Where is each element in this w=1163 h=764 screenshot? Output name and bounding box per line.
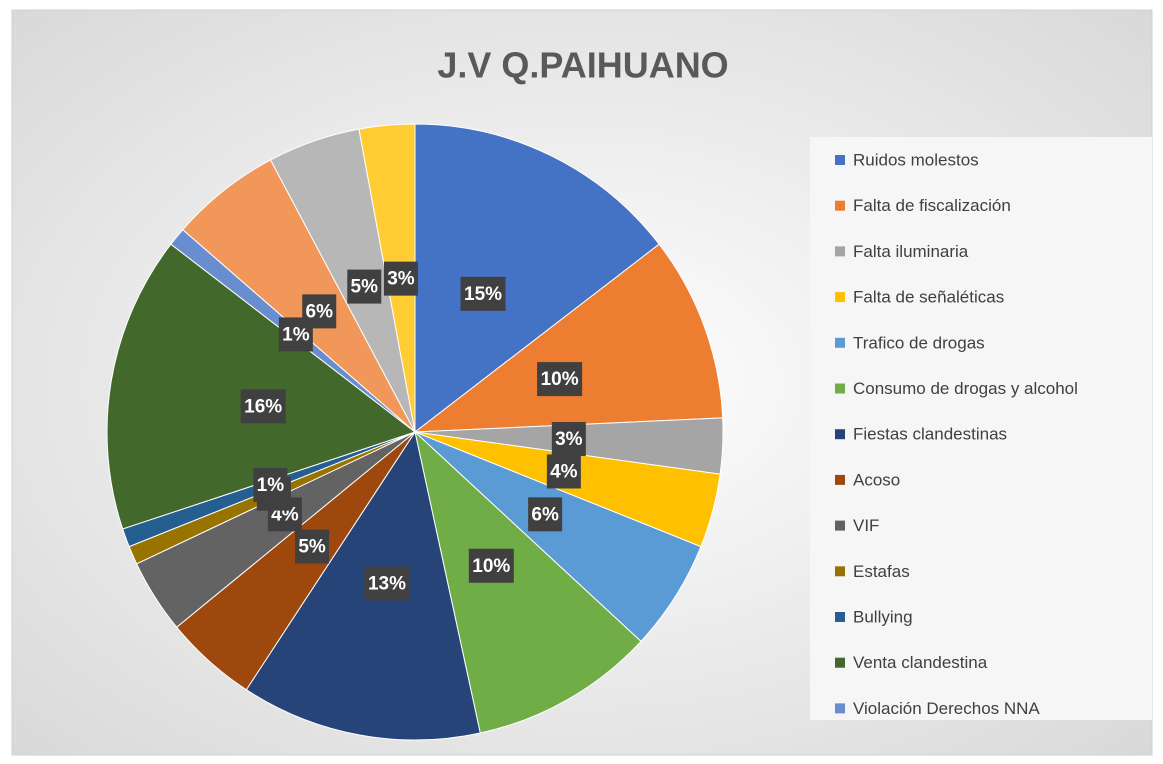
data-label: 1% <box>282 324 310 345</box>
data-label: 3% <box>387 269 415 290</box>
legend-swatch <box>835 337 845 348</box>
data-label: 5% <box>298 537 326 558</box>
data-label-box <box>546 454 581 489</box>
data-label: 3% <box>555 429 583 450</box>
data-label-box <box>253 467 288 502</box>
data-label-box <box>460 276 506 311</box>
data-label-box <box>528 497 563 532</box>
chart-title: J.V Q.PAIHUANO <box>437 45 728 86</box>
pie-slice <box>106 243 417 530</box>
legend-swatch <box>835 520 845 531</box>
data-label: 6% <box>531 504 559 525</box>
legend-swatch <box>835 292 845 303</box>
data-label: 10% <box>472 556 510 577</box>
legend-label: Falta de señaléticas <box>853 288 1004 307</box>
legend-swatch <box>835 383 845 394</box>
legend-box <box>810 137 1152 720</box>
legend-swatch <box>835 246 845 257</box>
legend-label: Falta iluminaria <box>853 242 969 261</box>
legend-swatch <box>835 703 845 714</box>
legend-label: Consumo de drogas y alcohol <box>853 379 1078 398</box>
legend-label: Acoso <box>853 470 900 489</box>
data-label-box <box>364 566 410 601</box>
pie-slice <box>413 243 724 433</box>
legend-label: Bullying <box>853 607 913 626</box>
legend-label: Venta clandestina <box>853 653 988 672</box>
pie-slice <box>245 430 481 741</box>
legend-label: Falta de fiscalización <box>853 196 1011 215</box>
data-label-box <box>537 362 583 397</box>
data-label-box <box>551 422 586 457</box>
pie-slice <box>414 430 642 734</box>
data-label-box <box>240 389 286 424</box>
legend-label: Ruidos molestos <box>853 150 979 169</box>
data-label-box <box>383 261 418 296</box>
data-label-box <box>468 548 514 583</box>
legend-swatch <box>835 155 845 165</box>
data-label: 16% <box>244 396 282 417</box>
legend-label: Fiestas clandestinas <box>853 425 1007 444</box>
pie-slice <box>414 123 660 434</box>
data-label: 1% <box>257 475 285 496</box>
data-label: 5% <box>351 277 379 298</box>
legend-label: Estafas <box>853 562 910 581</box>
data-label-box <box>302 294 337 329</box>
data-label: 13% <box>368 573 406 594</box>
data-label: 6% <box>306 301 334 322</box>
legend-label: Trafico de drogas <box>853 333 985 352</box>
legend-label: VIF <box>853 516 879 535</box>
legend-label: Violación Derechos NNA <box>853 699 1040 718</box>
data-label-box <box>295 529 330 564</box>
legend-swatch <box>835 200 845 211</box>
legend-swatch <box>835 566 845 577</box>
legend-swatch <box>835 612 845 622</box>
legend-swatch <box>835 657 845 668</box>
data-label: 4% <box>550 461 578 482</box>
legend-swatch <box>835 474 845 485</box>
data-label: 10% <box>541 369 579 390</box>
data-label: 15% <box>464 284 502 305</box>
legend-swatch <box>835 429 845 440</box>
data-label-box <box>347 269 382 304</box>
